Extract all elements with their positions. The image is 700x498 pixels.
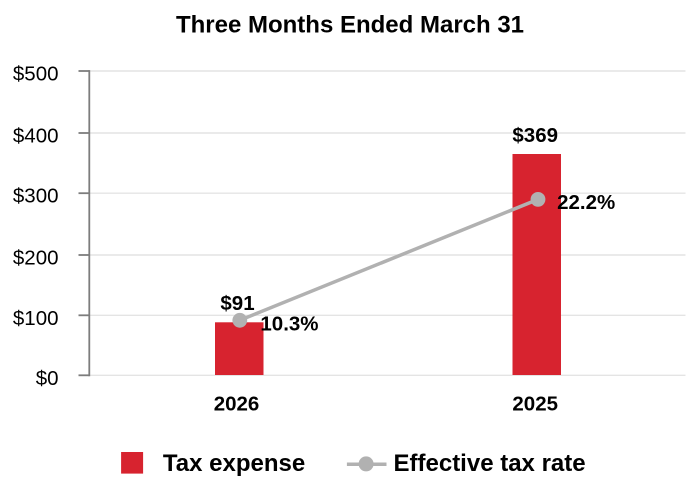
- svg-text:$0: $0: [36, 367, 59, 390]
- svg-text:Tax expense: Tax expense: [163, 450, 305, 477]
- svg-text:$300: $300: [13, 185, 59, 208]
- svg-text:2025: 2025: [512, 393, 558, 416]
- svg-text:$500: $500: [13, 63, 59, 86]
- svg-text:22.2%: 22.2%: [557, 191, 615, 214]
- svg-text:$369: $369: [512, 124, 558, 147]
- svg-text:$400: $400: [13, 125, 59, 148]
- svg-text:Effective tax rate: Effective tax rate: [394, 450, 586, 477]
- svg-text:10.3%: 10.3%: [260, 313, 318, 336]
- svg-text:$100: $100: [13, 307, 59, 330]
- svg-text:$91: $91: [220, 292, 254, 315]
- svg-text:Three Months Ended March 31: Three Months Ended March 31: [176, 12, 524, 39]
- svg-text:$200: $200: [13, 247, 59, 270]
- svg-text:2026: 2026: [214, 393, 260, 416]
